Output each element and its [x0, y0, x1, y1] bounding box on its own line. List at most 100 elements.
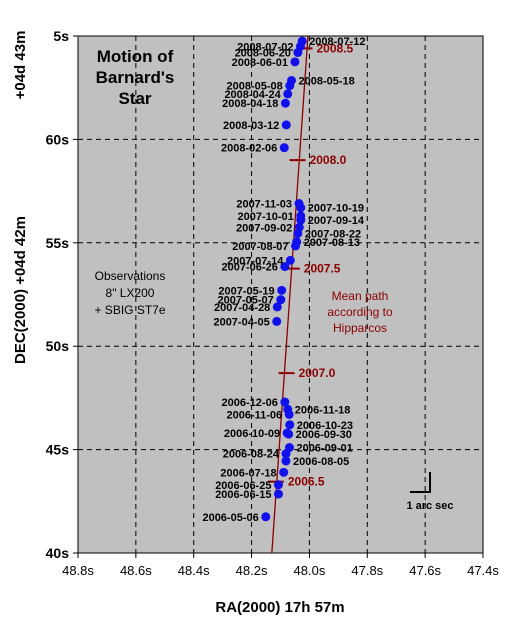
hipparcos-path-line	[271, 35, 309, 554]
x-tick-label: 48.6s	[120, 563, 152, 578]
point-label: 2006-06-15	[215, 489, 271, 501]
data-point	[273, 489, 283, 499]
hipparcos-note-line-1: Mean path	[332, 289, 389, 303]
point-label: 2007-04-05	[213, 316, 269, 328]
data-point	[279, 143, 289, 153]
point-label: 2007-10-19	[308, 203, 364, 215]
epoch-label: 2007.0	[299, 366, 336, 380]
observations-note: Observations 8" LX200 + SBIG ST7e	[94, 269, 165, 317]
data-point	[296, 211, 306, 221]
y-tick-label: 50s	[46, 338, 70, 354]
x-tick-label: 48.0s	[294, 563, 326, 578]
data-point	[294, 222, 304, 232]
point-label: 2006-11-18	[295, 404, 351, 416]
chart-title-line-2: Barnard's	[96, 68, 175, 87]
epoch-label: 2008.0	[310, 153, 347, 167]
chart-title: Motion of Barnard's Star	[96, 47, 175, 108]
point-label: 2008-05-08	[226, 81, 282, 93]
data-point	[285, 420, 295, 430]
grid-lines	[78, 36, 483, 553]
point-label: 2007-07-14	[227, 255, 284, 267]
data-point	[284, 443, 294, 453]
point-label: 2008-06-20	[235, 48, 291, 60]
y-tick-label: 55s	[46, 235, 70, 251]
data-point	[273, 480, 283, 490]
y-tick-label: 60s	[46, 131, 70, 147]
data-point	[283, 89, 293, 99]
data-points	[261, 36, 307, 522]
point-label: 2008-06-01	[232, 57, 288, 69]
scale-bar: 1 arc sec	[406, 472, 454, 512]
chart-title-line-1: Motion of	[97, 47, 174, 66]
point-label: 2007-05-19	[218, 285, 274, 297]
scale-bar-bracket	[410, 472, 431, 493]
point-label: 2006-10-23	[297, 420, 353, 432]
point-label: 2007-05-07	[218, 295, 274, 307]
point-label: 2006-06-25	[215, 480, 271, 492]
point-label: 2006-09-01	[296, 443, 352, 455]
point-label: 2007-09-14	[308, 215, 365, 227]
point-label: 2007-04-28	[214, 302, 270, 314]
x-tick-label: 47.8s	[351, 563, 383, 578]
point-label: 2008-07-12	[309, 36, 365, 48]
y-tick-label: 40s	[46, 545, 70, 561]
point-label: 2006-08-05	[293, 456, 349, 468]
point-label: 2006-09-30	[296, 429, 352, 441]
observations-line-3: + SBIG ST7e	[94, 303, 165, 317]
data-point	[280, 262, 290, 272]
y-axis-title: DEC(2000) +04d 42m	[12, 216, 29, 364]
data-point	[277, 285, 287, 295]
x-tick-label: 48.2s	[236, 563, 268, 578]
point-label: 2008-04-18	[222, 98, 278, 110]
data-point	[281, 456, 291, 466]
point-label: 2007-11-03	[236, 199, 292, 211]
point-label: 2008-04-24	[224, 89, 281, 101]
data-point	[283, 404, 293, 414]
point-label: 2006-10-09	[224, 428, 280, 440]
point-label: 2007-06-26	[222, 262, 278, 274]
point-label: 2006-12-06	[222, 397, 278, 409]
data-point	[294, 199, 304, 209]
hipparcos-note: Mean path according to Hipparcos	[327, 289, 393, 335]
x-tick-label: 47.4s	[467, 563, 499, 578]
data-point	[261, 512, 271, 522]
data-point	[290, 57, 300, 67]
data-point	[281, 120, 291, 130]
x-axis-title: RA(2000) 17h 57m	[215, 599, 344, 616]
data-point	[279, 467, 289, 477]
x-tick-label: 47.6s	[409, 563, 441, 578]
observations-line-2: 8" LX200	[106, 286, 155, 300]
x-tick-label: 48.8s	[62, 563, 94, 578]
data-point	[272, 316, 282, 326]
data-point	[297, 36, 307, 46]
point-label: 2007-08-07	[232, 241, 288, 253]
y-axis-top-title: +04d 43m	[12, 31, 29, 100]
data-point	[282, 428, 292, 438]
point-label: 2006-05-06	[202, 512, 258, 524]
data-point	[280, 397, 290, 407]
epoch-label: 2007.5	[304, 262, 341, 276]
point-label: 2007-08-22	[305, 228, 361, 240]
hipparcos-note-line-3: Hipparcos	[333, 321, 387, 335]
scale-bar-label: 1 arc sec	[406, 500, 453, 512]
data-point	[280, 98, 290, 108]
x-tick-label: 48.4s	[178, 563, 210, 578]
chart-title-line-3: Star	[118, 89, 151, 108]
hipparcos-note-line-2: according to	[327, 305, 393, 319]
point-label: 2006-08-24	[223, 449, 280, 461]
point-label: 2007-09-02	[236, 222, 292, 234]
data-point	[292, 237, 302, 247]
epoch-label: 2008.5	[317, 41, 354, 55]
data-point	[286, 75, 296, 85]
data-point	[285, 255, 295, 265]
epoch-label: 2006.5	[288, 475, 325, 489]
hipparcos-path: 2006.5 2007.0 2007.5 2008.0 2008.5	[267, 35, 354, 554]
y-tick-label: 45s	[46, 442, 70, 458]
point-label: 2008-02-06	[221, 143, 277, 155]
point-label: 2008-07-02	[237, 41, 293, 53]
point-labels: 2006-05-06 2006-06-152006-06-252006-07-18…	[202, 36, 365, 524]
observations-line-1: Observations	[95, 269, 166, 283]
point-label: 2008-03-12	[223, 120, 279, 132]
point-label: 2007-08-13	[304, 237, 360, 249]
